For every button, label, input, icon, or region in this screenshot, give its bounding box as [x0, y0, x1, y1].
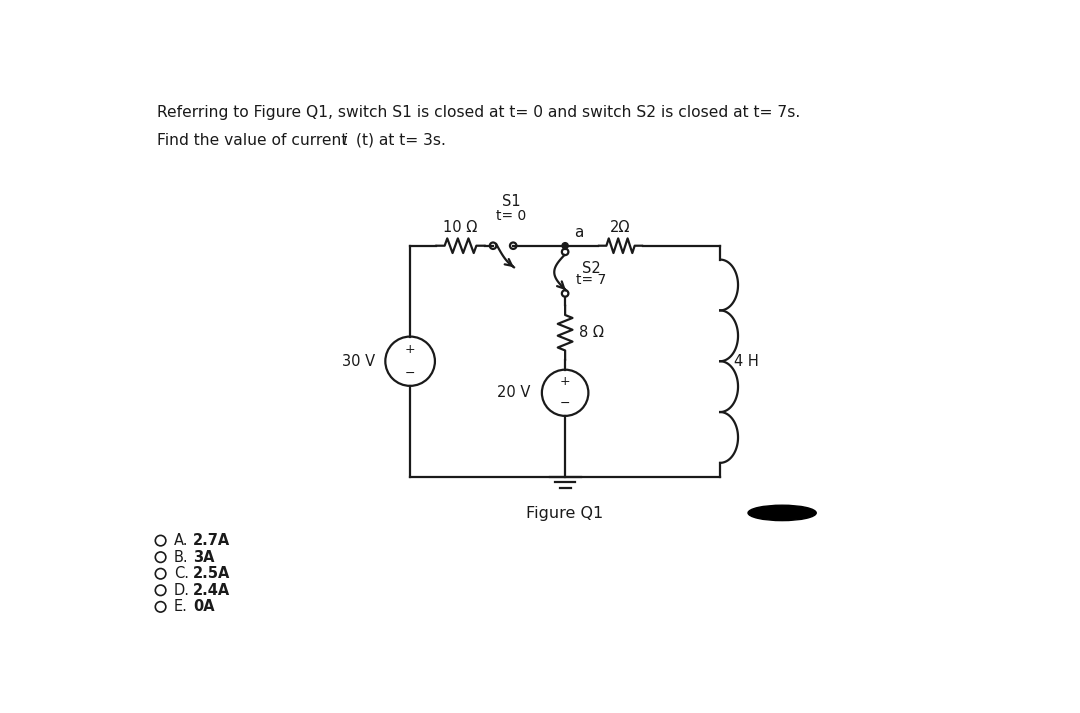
Circle shape [562, 242, 568, 249]
Text: 4 H: 4 H [734, 354, 759, 369]
Text: S2: S2 [582, 260, 600, 275]
Text: 0A: 0A [193, 600, 215, 615]
Text: 3A: 3A [193, 550, 215, 565]
Text: 20 V: 20 V [497, 385, 530, 400]
Text: C.: C. [174, 566, 189, 581]
Text: A.: A. [174, 533, 188, 548]
Text: Find the value of current: Find the value of current [157, 133, 352, 148]
Text: +: + [405, 343, 416, 356]
Text: Referring to Figure Q1, switch S1 is closed at t= 0 and switch S2 is closed at t: Referring to Figure Q1, switch S1 is clo… [157, 105, 800, 120]
Text: i: i [342, 133, 347, 148]
Text: a: a [575, 225, 584, 240]
Text: B.: B. [174, 550, 188, 565]
Text: 2.7A: 2.7A [193, 533, 230, 548]
Text: D.: D. [174, 583, 190, 597]
Text: 2.4A: 2.4A [193, 583, 230, 597]
Text: (t) at t= 3s.: (t) at t= 3s. [351, 133, 446, 148]
Text: t= 0: t= 0 [496, 209, 526, 222]
Text: t= 7: t= 7 [576, 273, 606, 287]
Text: S1: S1 [501, 194, 521, 209]
Ellipse shape [748, 506, 816, 520]
Text: E.: E. [174, 600, 188, 615]
Text: 2.5A: 2.5A [193, 566, 230, 581]
Text: Figure Q1: Figure Q1 [527, 506, 604, 521]
Text: −: − [559, 397, 570, 411]
Text: 8 Ω: 8 Ω [579, 325, 604, 340]
Text: −: − [405, 366, 416, 379]
Text: 10 Ω: 10 Ω [444, 220, 477, 235]
Text: +: + [559, 375, 570, 388]
Text: 30 V: 30 V [342, 354, 375, 369]
Text: 2Ω: 2Ω [610, 220, 631, 235]
